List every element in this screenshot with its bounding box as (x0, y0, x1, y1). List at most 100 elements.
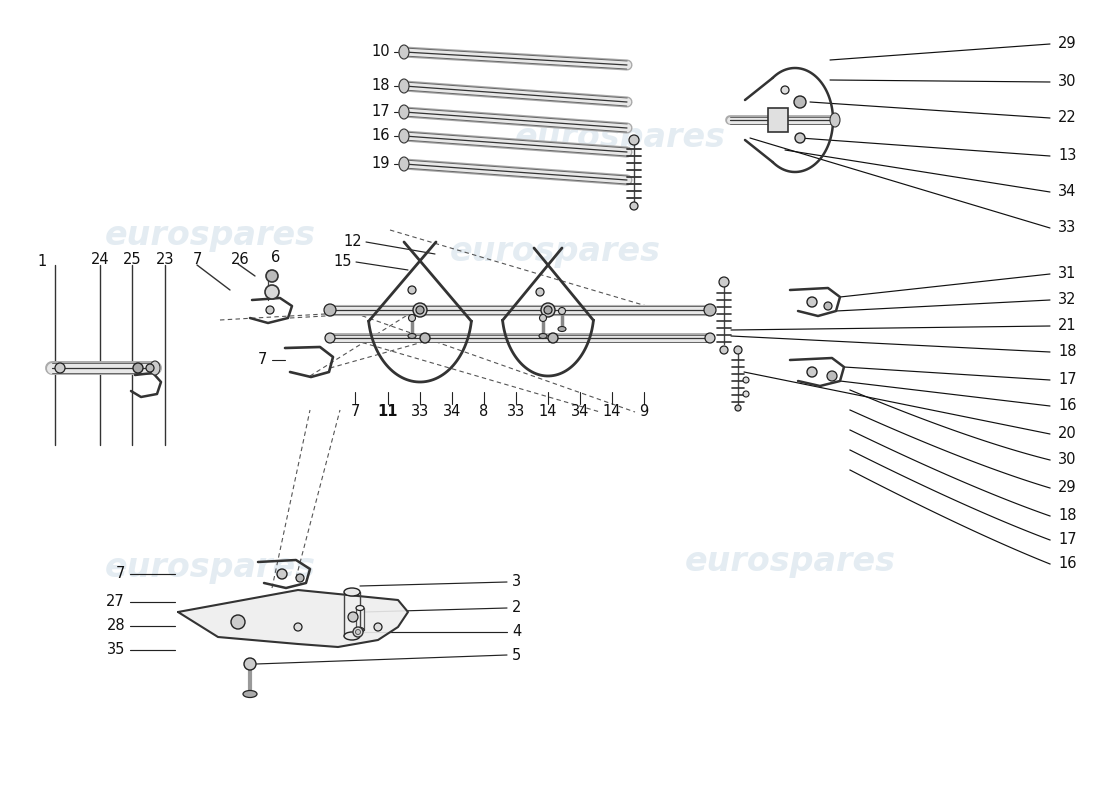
Circle shape (559, 307, 565, 314)
Text: 28: 28 (107, 618, 125, 634)
Ellipse shape (356, 627, 364, 633)
Ellipse shape (399, 105, 409, 119)
Circle shape (408, 314, 416, 322)
Circle shape (629, 135, 639, 145)
Text: 30: 30 (1058, 74, 1077, 90)
Text: 23: 23 (156, 251, 174, 266)
Text: eurospares: eurospares (684, 546, 895, 578)
Circle shape (794, 96, 806, 108)
Ellipse shape (243, 690, 257, 698)
Text: 29: 29 (1058, 481, 1077, 495)
Text: 2: 2 (512, 601, 521, 615)
Ellipse shape (399, 79, 409, 93)
Text: 1: 1 (37, 254, 47, 270)
Text: 16: 16 (1058, 398, 1077, 414)
Text: 7: 7 (350, 405, 360, 419)
Circle shape (244, 658, 256, 670)
Text: 11: 11 (377, 405, 398, 419)
Text: 5: 5 (512, 647, 521, 662)
Text: 15: 15 (333, 254, 352, 270)
Circle shape (630, 202, 638, 210)
Circle shape (133, 363, 143, 373)
Text: 17: 17 (372, 105, 390, 119)
Ellipse shape (408, 334, 416, 338)
Text: 33: 33 (507, 405, 525, 419)
Text: 10: 10 (372, 45, 390, 59)
Ellipse shape (399, 157, 409, 171)
Circle shape (781, 86, 789, 94)
Text: 14: 14 (539, 405, 558, 419)
Ellipse shape (344, 588, 360, 596)
Circle shape (266, 270, 278, 282)
Text: 19: 19 (372, 157, 390, 171)
Text: 25: 25 (123, 251, 141, 266)
Ellipse shape (399, 45, 409, 59)
Text: eurospares: eurospares (104, 551, 316, 585)
Text: 31: 31 (1058, 266, 1077, 282)
Polygon shape (178, 590, 408, 647)
Text: eurospares: eurospares (515, 122, 726, 154)
Text: 34: 34 (571, 405, 590, 419)
Text: 13: 13 (1058, 149, 1077, 163)
Text: 21: 21 (1058, 318, 1077, 334)
Text: eurospares: eurospares (450, 235, 660, 269)
Circle shape (742, 391, 749, 397)
Text: 33: 33 (1058, 221, 1076, 235)
Circle shape (408, 286, 416, 294)
Text: 8: 8 (480, 405, 488, 419)
Ellipse shape (344, 632, 360, 640)
Circle shape (536, 288, 544, 296)
Circle shape (353, 627, 363, 637)
Bar (768, 108, 788, 132)
Circle shape (324, 333, 336, 343)
Text: 18: 18 (1058, 345, 1077, 359)
Text: 26: 26 (231, 251, 250, 266)
Circle shape (355, 630, 361, 634)
Circle shape (55, 363, 65, 373)
Ellipse shape (558, 326, 566, 331)
Circle shape (541, 303, 556, 317)
Text: eurospares: eurospares (104, 218, 316, 251)
Text: 17: 17 (1058, 373, 1077, 387)
Text: 27: 27 (107, 594, 125, 610)
Text: 16: 16 (372, 129, 390, 143)
Circle shape (420, 333, 430, 343)
Circle shape (416, 306, 424, 314)
Ellipse shape (150, 361, 160, 375)
Text: 20: 20 (1058, 426, 1077, 442)
Circle shape (704, 304, 716, 316)
Text: 16: 16 (1058, 557, 1077, 571)
Text: 7: 7 (116, 566, 125, 582)
Circle shape (412, 303, 427, 317)
Text: 24: 24 (90, 251, 109, 266)
Circle shape (735, 405, 741, 411)
Text: 18: 18 (1058, 509, 1077, 523)
Circle shape (720, 346, 728, 354)
Text: 34: 34 (1058, 185, 1077, 199)
Ellipse shape (830, 113, 840, 127)
Ellipse shape (356, 606, 364, 610)
Circle shape (348, 612, 358, 622)
Text: 32: 32 (1058, 293, 1077, 307)
Circle shape (742, 377, 749, 383)
Text: 9: 9 (639, 405, 649, 419)
Ellipse shape (539, 334, 547, 338)
Text: 18: 18 (372, 78, 390, 94)
Text: 14: 14 (603, 405, 622, 419)
Circle shape (324, 304, 336, 316)
Circle shape (146, 364, 154, 372)
Text: 34: 34 (443, 405, 461, 419)
Text: 22: 22 (1058, 110, 1077, 126)
Circle shape (544, 306, 552, 314)
Circle shape (548, 333, 558, 343)
Circle shape (265, 285, 279, 299)
Circle shape (294, 623, 302, 631)
Circle shape (374, 623, 382, 631)
Text: 3: 3 (512, 574, 521, 590)
Circle shape (277, 569, 287, 579)
Circle shape (827, 371, 837, 381)
Circle shape (266, 306, 274, 314)
Text: 12: 12 (343, 234, 362, 250)
Circle shape (231, 615, 245, 629)
Text: 7: 7 (257, 353, 267, 367)
